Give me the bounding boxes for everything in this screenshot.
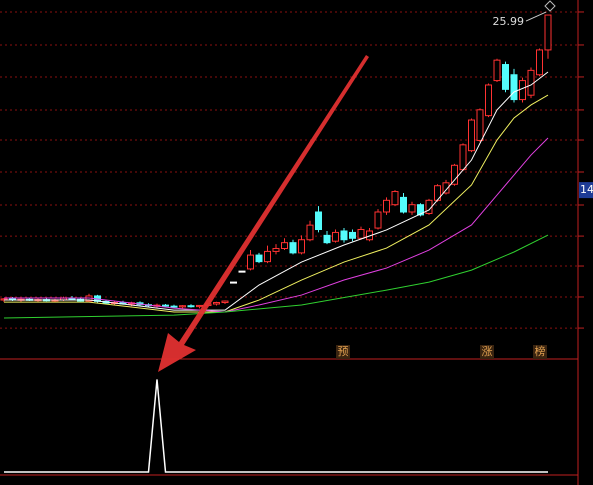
marker-box xyxy=(533,345,547,359)
candle-body xyxy=(238,270,246,273)
price-marker-box xyxy=(579,182,593,199)
candle-body xyxy=(476,109,484,141)
high-label-leader xyxy=(525,11,547,22)
candle-body xyxy=(349,231,356,239)
candle-body xyxy=(519,80,526,101)
marker-box xyxy=(336,345,350,359)
candle-body xyxy=(187,305,195,308)
candle-body xyxy=(298,239,305,254)
candle-body xyxy=(493,59,501,82)
diamond-icon xyxy=(544,0,556,12)
candle-body xyxy=(255,254,263,263)
candle-body xyxy=(536,49,543,76)
candle-body xyxy=(340,230,348,241)
candle-body xyxy=(179,305,186,308)
candle-body xyxy=(459,144,467,171)
candle-body xyxy=(230,281,237,284)
candle-body xyxy=(391,191,399,206)
candle-body xyxy=(442,182,450,194)
candle-body xyxy=(213,302,220,305)
moving-average xyxy=(3,234,549,319)
signal-line xyxy=(4,379,548,473)
price-marker: 14 xyxy=(580,183,593,196)
candle-body xyxy=(451,164,458,185)
candle-body xyxy=(264,250,271,263)
candle-body xyxy=(417,204,424,216)
plot xyxy=(0,14,552,473)
marker-label: 榜 xyxy=(535,344,546,358)
labels: 25.99 14 预 涨 榜 xyxy=(336,11,593,359)
marker-box xyxy=(480,345,494,359)
candle-body xyxy=(383,199,390,213)
candle-body xyxy=(408,204,416,213)
candle-body xyxy=(315,211,322,231)
arrow xyxy=(158,55,369,372)
candle-body xyxy=(485,84,492,117)
marker-label: 涨 xyxy=(482,345,493,358)
candle-body xyxy=(400,196,407,213)
candle-body xyxy=(247,254,254,270)
candle-body xyxy=(221,300,229,304)
candle-body xyxy=(196,304,203,308)
candle-body xyxy=(289,242,297,254)
candle-body xyxy=(468,119,475,152)
candle-body xyxy=(281,242,288,249)
candle-body xyxy=(162,304,169,307)
candle-body xyxy=(374,211,382,229)
high-label: 25.99 xyxy=(493,15,525,28)
candle-body xyxy=(357,229,365,239)
candle-body xyxy=(272,247,280,252)
moving-average xyxy=(4,94,549,313)
candle-body xyxy=(332,231,339,242)
marker-label: 预 xyxy=(338,345,349,358)
candle-body xyxy=(323,234,331,244)
candle-body xyxy=(170,305,178,308)
candle-body xyxy=(544,14,552,51)
moving-average xyxy=(4,137,549,313)
candle-body xyxy=(510,74,518,101)
moving-average xyxy=(4,71,549,311)
candle-body xyxy=(306,224,314,241)
candle-body xyxy=(502,64,509,90)
